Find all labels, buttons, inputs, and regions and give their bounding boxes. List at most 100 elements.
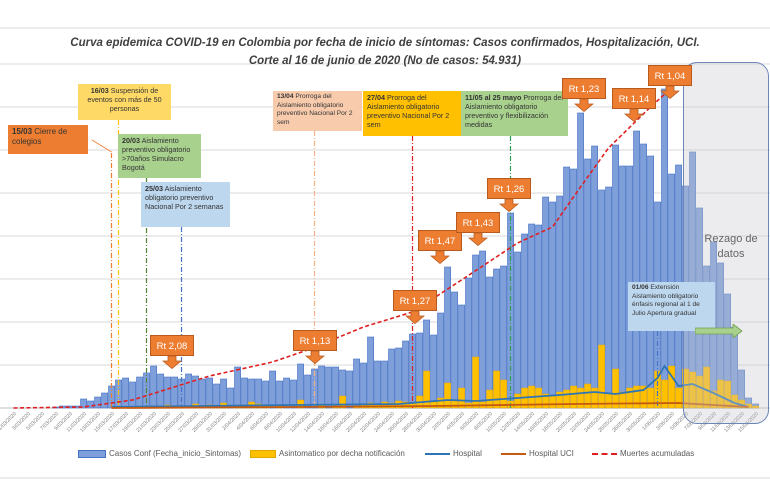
cases-bar (661, 88, 668, 409)
cases-bar (388, 348, 395, 409)
data-lag-label: Rezago de datos (704, 233, 758, 260)
asymptomatic-bar (584, 383, 591, 409)
cases-bar (577, 112, 584, 409)
legend-label: Muertes acumuladas (620, 449, 695, 458)
event-note-25-03: 25/03 Aislamiento obligatorio preventivo… (141, 182, 230, 227)
chart-subtitle: Corte al 16 de junio de 2020 (No de caso… (248, 55, 522, 67)
cases-bar (332, 366, 339, 409)
legend-item-cases: Casos Conf (Fecha_inicio_Sintomas) (78, 449, 241, 458)
cases-bar (164, 376, 171, 409)
cases-bar (136, 376, 143, 409)
asymptomatic-bar (626, 387, 633, 409)
asymptomatic-bar (591, 387, 598, 409)
event-note-01-06: 01/06 Extensión Aislamiento obligatorio … (628, 282, 715, 331)
rt-label: Rt 1,13 (293, 330, 337, 364)
cases-bar (367, 336, 374, 409)
cases-bar (535, 224, 542, 409)
cases-bar (318, 365, 325, 409)
event-note-15-03: 15/03 Cierre de colegios (8, 125, 88, 154)
cases-bar (374, 360, 381, 409)
cases-bar (185, 373, 192, 409)
asymptomatic-bar (577, 387, 584, 409)
cases-bar (87, 400, 94, 409)
cases-bar (283, 377, 290, 409)
event-date: 27/04 (367, 93, 385, 102)
asymptomatic-bar (675, 387, 682, 409)
cases-bar (465, 277, 472, 409)
asymptomatic-bar (549, 395, 556, 409)
event-date: 20/03 (122, 136, 140, 145)
cases-bar (262, 380, 269, 409)
asymptomatic-bar (339, 395, 346, 409)
asymptomatic-bar (430, 401, 437, 409)
hospital-line (111, 364, 749, 408)
rt-label: Rt 1,14 (612, 88, 656, 122)
asymptomatic-bar (752, 405, 759, 409)
green-arrow-icon (695, 324, 743, 338)
asymptomatic-bar (605, 393, 612, 409)
rt-value: Rt 1,14 (618, 94, 650, 105)
rt-value: Rt 1,47 (424, 236, 456, 247)
cases-bar (612, 144, 619, 409)
legend-label: Hospital UCI (529, 449, 574, 458)
asymptomatic-bar (458, 387, 465, 409)
x-axis-ticks: 1/03/20203/03/20205/03/20207/03/20209/03… (0, 411, 760, 434)
event-text: Prorroga del Aislamiento obligatorio pre… (277, 93, 353, 126)
rt-value: Rt 1,43 (462, 218, 494, 229)
event-note-13-04: 13/04 Prorroga del Aislamiento obligator… (273, 91, 362, 131)
cases-bar (437, 312, 444, 409)
cases-bar (353, 358, 360, 409)
asymptomatic-bar (647, 387, 654, 409)
event-date: 13/04 (277, 93, 294, 100)
down-arrow-icon (624, 109, 644, 122)
cases-bar (528, 223, 535, 409)
event-text: Prorroga del Aislamiento obligatorio pre… (465, 93, 563, 129)
down-arrow-icon (430, 251, 450, 264)
asymptomatic-bar (444, 382, 451, 409)
cases-bar (549, 201, 556, 409)
asymptomatic-bar (598, 344, 605, 409)
cases-bar (591, 145, 598, 409)
asymptomatic-bar (640, 385, 647, 409)
asymptomatic-bar (682, 368, 689, 409)
legend: Casos Conf (Fecha_inicio_Sintomas) Asint… (0, 449, 770, 463)
event-text: Prorroga del Aislamiento obligatorio pre… (367, 93, 450, 129)
asymptomatic-bar (661, 379, 668, 409)
event-text: Suspensión de eventos con más de 50 pers… (87, 86, 162, 113)
cases-bar (556, 195, 563, 409)
event-pointer (91, 139, 112, 153)
legend-label: Asintomatico por decha notificación (279, 449, 405, 458)
asymptomatic-bar (612, 368, 619, 409)
event-date: 25/03 (145, 184, 163, 193)
event-text: Cierre de colegios (12, 127, 68, 146)
asymptomatic-bar (570, 385, 577, 409)
cases-bar (430, 334, 437, 409)
rt-value: Rt 1,13 (299, 336, 331, 347)
asymptomatic-bar (472, 356, 479, 409)
cases-bar (304, 374, 311, 409)
rt-value: Rt 1,04 (654, 71, 686, 82)
legend-item-deaths: Muertes acumuladas (592, 449, 694, 458)
rt-label: Rt 1,43 (456, 212, 500, 246)
cases-bar (171, 376, 178, 409)
legend-item-icu: Hospital UCI (501, 449, 574, 458)
cases-bar (605, 186, 612, 409)
cases-bar (619, 165, 626, 409)
rt-value: Rt 2,08 (156, 341, 188, 352)
down-arrow-icon (660, 86, 680, 99)
cases-bar (346, 370, 353, 409)
data-lag-region (683, 62, 769, 424)
cases-bar (178, 378, 185, 409)
event-date: 01/06 (632, 284, 649, 291)
asymptomatic-bar (367, 402, 374, 409)
legend-swatch (501, 452, 526, 455)
cases-bar (206, 377, 213, 409)
cases-bar (584, 158, 591, 409)
event-date: 15/03 (12, 127, 33, 136)
event-note-11-05: 11/05 al 25 mayo Prorroga del Aislamient… (461, 91, 568, 136)
event-text: Extensión Aislamiento obligatorio énfasi… (632, 284, 700, 317)
legend-item-asymptomatic: Asintomatico por decha notificación (250, 449, 405, 458)
asymptomatic-bar (535, 387, 542, 409)
cases-bar (451, 291, 458, 409)
legend-swatch (592, 452, 617, 455)
